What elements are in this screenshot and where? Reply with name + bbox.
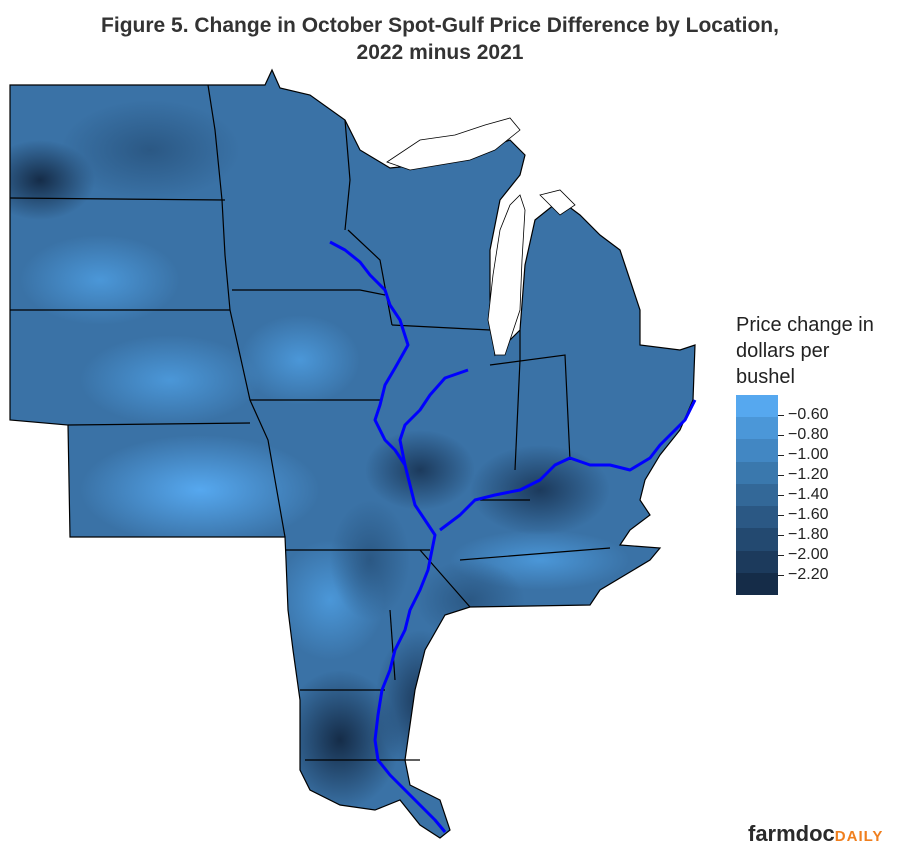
legend-ticks: −0.60 −0.80 −1.00 −1.20 −1.40 −1.60 −1.80 −2.00… (778, 395, 878, 595)
great-lakes (386, 117, 576, 356)
legend-color-cell (736, 528, 778, 552)
logo-main: farmdoc (748, 821, 835, 846)
price-surface (10, 70, 695, 838)
legend-color-cell (736, 506, 778, 529)
legend-tick-mark (778, 435, 784, 436)
legend-color-cell (736, 395, 778, 418)
figure-title: Figure 5. Change in October Spot-Gulf Pr… (0, 12, 880, 66)
farmdoc-daily-logo: farmdocDAILY (748, 821, 883, 847)
legend-tick-mark (778, 535, 784, 536)
legend-tick-label: −1.80 (788, 526, 829, 543)
legend-tick-mark (778, 555, 784, 556)
figure-title-line-1: Figure 5. Change in October Spot-Gulf Pr… (101, 14, 779, 37)
legend-tick-label: −2.20 (788, 566, 829, 583)
logo-accent: DAILY (834, 828, 884, 845)
legend-tick-mark (778, 495, 784, 496)
ohio-river (439, 399, 697, 532)
mississippi-river (329, 240, 447, 833)
legend-color-cell (736, 461, 778, 485)
rivers (329, 240, 697, 833)
legend-tick-mark (778, 575, 784, 576)
legend-tick-mark (778, 475, 784, 476)
legend-tick-label: −1.00 (788, 446, 829, 463)
legend-color-cell (736, 417, 778, 440)
legend-color-bar (736, 395, 778, 596)
legend-tick-mark (778, 455, 784, 456)
legend-title-line: dollars per (736, 340, 830, 362)
figure-title-line-2: 2022 minus 2021 (356, 41, 524, 64)
legend-tick-label: −1.20 (788, 466, 829, 483)
legend-tick-label: −0.80 (788, 426, 829, 443)
legend-color-cell (736, 439, 778, 463)
legend-title-line: bushel (736, 366, 795, 388)
state-borders (9, 68, 696, 839)
legend-tick-mark (778, 415, 784, 416)
legend-tick-label: −1.40 (788, 486, 829, 503)
legend-title: Price change in dollars per bushel (736, 312, 900, 390)
price-change-map (9, 68, 697, 839)
legend-color-cell (736, 572, 778, 596)
legend-color-cell (736, 483, 778, 507)
legend-title-line: Price change in (736, 314, 874, 336)
legend-tick-label: −2.00 (788, 546, 829, 563)
legend-tick-mark (778, 515, 784, 516)
illinois-river (398, 368, 469, 466)
legend-tick-label: −0.60 (788, 406, 829, 423)
legend-color-cell (736, 550, 778, 574)
legend-tick-label: −1.60 (788, 506, 829, 523)
